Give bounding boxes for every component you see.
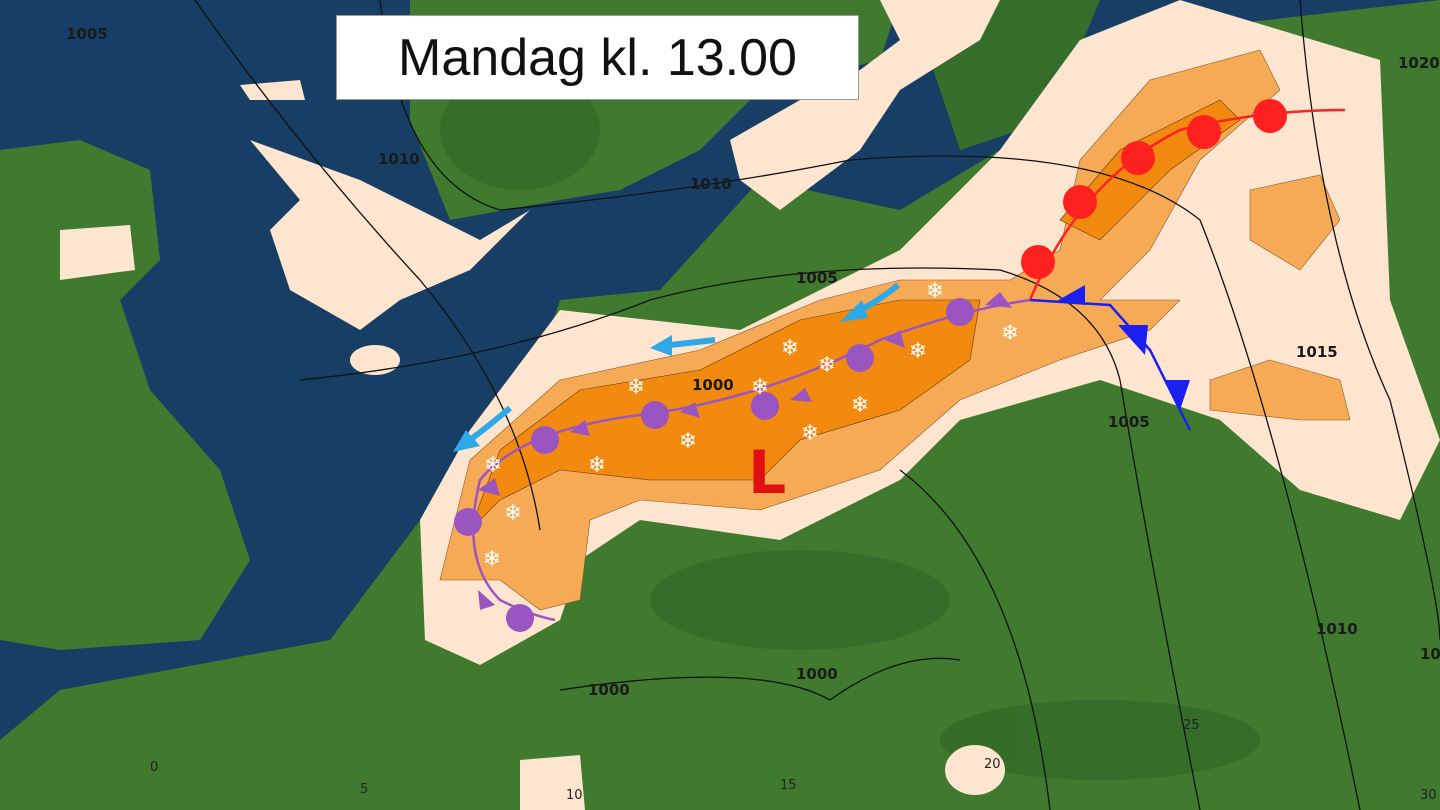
svg-text:❄: ❄	[818, 353, 836, 378]
isobar-label: 1020	[1398, 54, 1440, 72]
svg-text:❄: ❄	[627, 375, 645, 400]
longitude-label: 25	[1183, 718, 1200, 733]
isobar-label: 1000	[692, 376, 734, 394]
svg-text:❄: ❄	[926, 279, 944, 304]
warm-front	[1021, 99, 1346, 301]
isobar-label: 1005	[796, 269, 838, 287]
isobar-label: 1000	[796, 665, 838, 683]
longitude-label: 15	[780, 778, 797, 793]
isobar-label: 1000	[588, 681, 630, 699]
svg-text:❄: ❄	[679, 429, 697, 454]
wind-arrows	[453, 282, 900, 452]
snowflake-icons: ❄❄❄❄❄❄❄❄❄❄❄❄❄❄	[483, 279, 1019, 572]
svg-text:❄: ❄	[483, 547, 501, 572]
isobar-label: 1015	[1296, 343, 1338, 361]
isobar-label: 1010	[690, 175, 732, 193]
longitude-label: 10	[566, 788, 583, 803]
svg-text:❄: ❄	[484, 453, 502, 478]
occluded-front	[454, 292, 1031, 632]
isobar-label: 1005	[1108, 413, 1150, 431]
svg-text:❄: ❄	[751, 375, 769, 400]
isobar-label: 10	[1420, 645, 1440, 663]
svg-text:❄: ❄	[1001, 321, 1019, 346]
isobar-label: 1010	[378, 150, 420, 168]
longitude-label: 5	[360, 782, 369, 797]
cold-front	[1029, 285, 1192, 431]
low-pressure-marker: L	[748, 438, 787, 508]
map-title: Mandag kl. 13.00	[336, 15, 859, 100]
svg-text:❄: ❄	[781, 336, 799, 361]
forest-shading	[440, 70, 1260, 780]
svg-text:❄: ❄	[504, 501, 522, 526]
svg-text:❄: ❄	[851, 393, 869, 418]
longitude-label: 30	[1420, 788, 1437, 803]
svg-text:❄: ❄	[588, 453, 606, 478]
svg-text:❄: ❄	[909, 339, 927, 364]
longitude-label: 20	[984, 757, 1001, 772]
svg-text:❄: ❄	[801, 421, 819, 446]
longitude-label: 0	[150, 760, 159, 775]
isobar-label: 1005	[66, 25, 108, 43]
isobars	[194, 0, 1440, 810]
isobar-label: 1010	[1316, 620, 1358, 638]
